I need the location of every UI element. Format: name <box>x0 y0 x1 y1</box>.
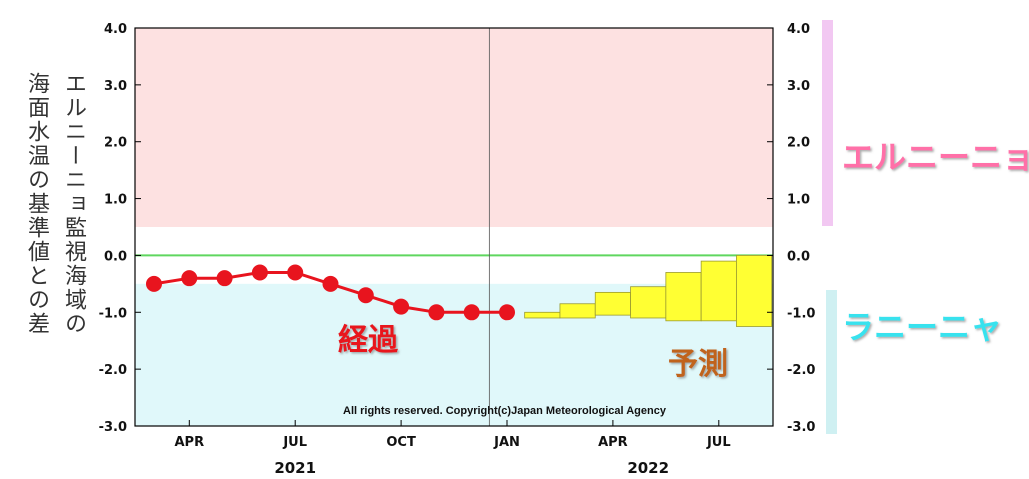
observed-point-1 <box>181 270 198 287</box>
y-tick-left-label: 4.0 <box>104 22 127 37</box>
y-tick-right-label: 1.0 <box>787 193 810 208</box>
observed-series-points <box>146 264 515 321</box>
observed-point-5 <box>322 275 339 292</box>
y-tick-left-label: 3.0 <box>104 79 127 94</box>
year-label: 2021 <box>274 459 316 477</box>
observed-point-4 <box>287 264 304 281</box>
forecast-series-label: 予測 <box>668 347 728 382</box>
observed-point-8 <box>428 304 445 321</box>
regime-side-label-0: エルニーニョ <box>842 138 1029 176</box>
year-labels: 2021 2022 <box>274 459 669 477</box>
forecast-box-3 <box>630 286 667 319</box>
x-ticks: APR JUL OCT JAN APR JUL <box>174 420 731 450</box>
x-tick-label: JUL <box>282 435 307 450</box>
y-tick-right-label: -2.0 <box>787 363 815 378</box>
regime-band-0 <box>135 28 773 227</box>
y-tick-right-label: -1.0 <box>787 306 815 321</box>
y-axis-label-line-1: エルニーニョ監視海域の <box>61 72 86 336</box>
y-tick-left-label: 1.0 <box>104 193 127 208</box>
y-ticks-right: 4.0 3.0 2.0 1.0 0.0 -1.0 -2.0 -3.0 <box>767 22 815 435</box>
regime-side-bar-0 <box>822 20 833 226</box>
x-tick-label: APR <box>174 435 204 450</box>
y-tick-left-label: 2.0 <box>104 136 127 151</box>
y-ticks-left: 4.0 3.0 2.0 1.0 0.0 -1.0 -2.0 -3.0 <box>99 22 141 435</box>
x-tick-label: JAN <box>493 435 520 450</box>
y-tick-right-label: 4.0 <box>787 22 810 37</box>
x-tick-label: OCT <box>386 435 416 450</box>
observed-point-6 <box>357 287 374 304</box>
observed-point-7 <box>393 298 410 315</box>
observed-point-2 <box>216 270 233 287</box>
y-tick-left-label: -2.0 <box>99 363 127 378</box>
year-label: 2022 <box>627 459 669 477</box>
observed-point-10 <box>499 304 515 321</box>
forecast-box-0 <box>524 311 561 319</box>
forecast-box-5 <box>700 260 737 322</box>
forecast-box-2 <box>594 291 631 316</box>
observed-point-9 <box>463 304 480 321</box>
y-tick-left-label: 0.0 <box>104 249 127 264</box>
regime-side-label-1: ラニーニャ <box>842 308 1002 346</box>
forecast-box-6 <box>736 255 773 327</box>
y-axis-label-line-2: 海面水温の基準値との差 <box>24 72 49 336</box>
x-tick-label: JUL <box>706 435 731 450</box>
y-tick-left-label: -1.0 <box>99 306 127 321</box>
x-tick-label: APR <box>598 435 628 450</box>
plot-frame <box>134 27 774 427</box>
y-tick-right-label: 0.0 <box>787 249 810 264</box>
observed-point-0 <box>146 275 162 292</box>
y-tick-left-label: -3.0 <box>99 420 127 435</box>
forecast-box-1 <box>559 303 596 319</box>
y-tick-right-label: 2.0 <box>787 136 810 151</box>
y-tick-right-label: -3.0 <box>787 420 815 435</box>
forecast-boxes <box>524 255 773 327</box>
regime-side-bar-1 <box>826 290 837 434</box>
observed-point-3 <box>251 264 268 281</box>
copyright-text: All rights reserved. Copyright(c)Japan M… <box>343 405 667 417</box>
forecast-box-4 <box>665 272 702 322</box>
observed-series-label: 経過 <box>338 323 399 358</box>
y-tick-right-label: 3.0 <box>787 79 810 94</box>
